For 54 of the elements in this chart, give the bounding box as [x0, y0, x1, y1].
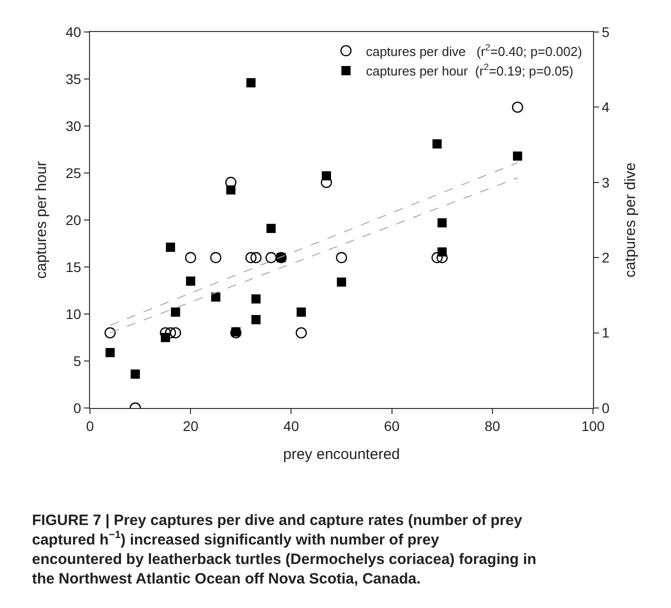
y-axis-title: captures per hour: [32, 161, 50, 279]
point: [296, 308, 306, 317]
point: [170, 308, 180, 317]
point: [250, 252, 262, 264]
y-tick-label: 25: [66, 164, 82, 181]
y-tick-label: 20: [66, 212, 82, 228]
y2-tick-label: 1: [602, 324, 610, 341]
point: [104, 327, 116, 338]
point: [266, 224, 276, 234]
y2-tick-label: 3: [602, 174, 610, 190]
point: [130, 370, 140, 379]
point: [211, 292, 220, 302]
x-tick-label: 80: [484, 418, 500, 434]
point: [210, 252, 222, 264]
y-tick-label: 5: [73, 352, 82, 369]
y2-tick-label: 2: [602, 250, 610, 266]
y-tick-label: 10: [66, 306, 82, 322]
x-tick-label: 100: [581, 418, 605, 434]
x-axis-title: prey encountered: [283, 446, 400, 463]
point: [431, 252, 443, 264]
x-tick-label: 40: [283, 418, 300, 434]
point: [166, 242, 176, 252]
point: [186, 276, 196, 286]
point: [512, 102, 524, 113]
point: [245, 252, 257, 264]
legend-label: captures per hour (r$^{2}$=0.19; p=0.05): [366, 62, 574, 79]
point: [438, 218, 447, 228]
y-tick-label: 0: [73, 400, 82, 416]
y2-tick-label: 0: [602, 400, 610, 416]
point: [512, 151, 522, 161]
point: [336, 252, 348, 264]
x-tick-label: 60: [384, 418, 400, 434]
y2-axis-title: catpures per dive: [622, 162, 639, 278]
point: [251, 294, 261, 304]
y2-tick-label: 5: [602, 24, 610, 40]
y-tick-label: 35: [66, 70, 82, 87]
y2-tick-label: 4: [602, 99, 610, 116]
point: [296, 327, 307, 338]
x-tick-label: 0: [86, 418, 94, 434]
y-tick-label: 40: [66, 24, 82, 40]
point: [251, 315, 261, 324]
point: [164, 327, 176, 338]
y-tick-label: 30: [66, 118, 82, 134]
point: [336, 277, 346, 287]
legend-label: captures per dive (r$^{2}$=0.40; p=0.002): [366, 42, 582, 59]
point: [265, 252, 277, 264]
x-tick-label: 20: [182, 418, 199, 434]
point: [432, 139, 442, 148]
point: [170, 327, 182, 338]
y-tick-label: 15: [66, 258, 82, 275]
point: [106, 348, 115, 358]
point: [246, 78, 256, 88]
point: [185, 252, 196, 264]
caption: FIGURE 7 | Prey captures per dive and capture rates (number of prey captured h$^{−1}$) increased significantly with number of prey encountered by leatherback turtles (Dermochelys coriacea) foraging in the Northwest Atlantic Ocean off Nova Scotia, Canada.: [32, 512, 536, 588]
